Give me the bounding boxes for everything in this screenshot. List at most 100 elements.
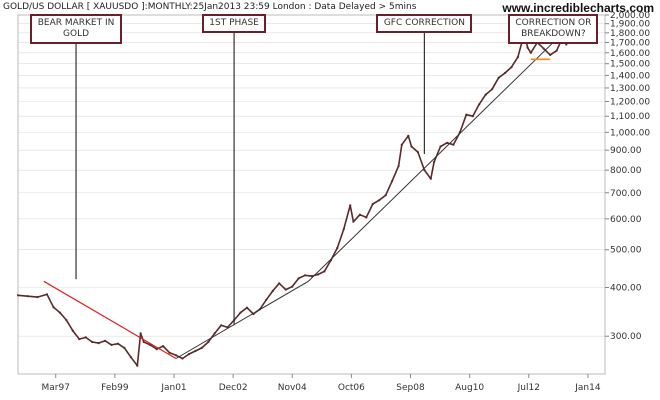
- price-point: [491, 88, 494, 91]
- price-point: [16, 294, 20, 297]
- price-point: [349, 204, 352, 207]
- x-tick-label: Jan01: [160, 383, 186, 393]
- price-point: [391, 180, 394, 183]
- site-watermark: www.incrediblecharts.com: [502, 1, 654, 15]
- price-point: [207, 340, 210, 344]
- price-point: [478, 103, 481, 106]
- price-point: [213, 332, 216, 335]
- y-tick-label: 1,700.00: [610, 39, 650, 49]
- price-point: [168, 351, 171, 354]
- price-point: [155, 348, 158, 351]
- y-tick-label: 1,300.00: [610, 84, 650, 94]
- price-point: [271, 289, 274, 292]
- price-point: [123, 346, 126, 349]
- price-point: [452, 143, 455, 146]
- price-point: [497, 76, 500, 79]
- annotation-bear-market: BEAR MARKET IN GOLD: [30, 14, 123, 44]
- y-tick-label: 1,200.00: [610, 97, 650, 107]
- price-point: [297, 277, 300, 280]
- y-tick-label: 1,800.00: [610, 29, 650, 39]
- price-point: [429, 177, 432, 180]
- y-tick-label: 900.00: [610, 146, 642, 156]
- price-point: [439, 145, 442, 148]
- x-tick-label: Oct06: [338, 383, 365, 393]
- price-point: [278, 282, 281, 285]
- price-point: [129, 356, 132, 359]
- grid-lines: [18, 14, 605, 337]
- price-point: [397, 164, 400, 168]
- price-point: [71, 329, 74, 332]
- price-point: [310, 275, 313, 278]
- price-point: [336, 246, 339, 250]
- price-point: [510, 66, 513, 69]
- x-tick-label: Nov04: [278, 383, 307, 393]
- price-point: [84, 336, 87, 339]
- price-point: [116, 342, 120, 345]
- price-point: [174, 354, 178, 357]
- price-point: [91, 340, 94, 344]
- annotation-first-phase: 1ST PHASE: [202, 14, 267, 33]
- price-point: [136, 364, 139, 367]
- price-point: [471, 115, 474, 118]
- price-point: [110, 343, 113, 346]
- price-point: [58, 311, 62, 314]
- x-tick-label: Feb99: [101, 383, 129, 393]
- long-trendline: [175, 32, 564, 359]
- price-point: [542, 47, 545, 50]
- y-tick-label: 1,600.00: [610, 49, 650, 59]
- price-point: [181, 357, 184, 360]
- price-point: [284, 288, 287, 291]
- price-point: [423, 169, 426, 172]
- price-point: [407, 134, 410, 137]
- bear-trendline: [43, 280, 177, 360]
- price-point: [400, 143, 403, 146]
- price-point: [97, 342, 100, 345]
- price-point: [555, 49, 558, 52]
- price-point: [410, 145, 413, 148]
- y-tick-label: 1,900.00: [610, 20, 650, 30]
- price-point: [220, 324, 223, 327]
- x-tick-label: Jul12: [517, 383, 540, 393]
- price-point: [378, 199, 381, 202]
- price-point: [104, 339, 107, 342]
- price-point: [200, 346, 203, 349]
- price-point: [36, 296, 39, 299]
- price-point: [384, 194, 387, 197]
- y-tick-label: 500.00: [610, 246, 642, 256]
- chart-title: GOLD/US DOLLAR [ XAUUSDO ]:MONTHLY:25Jan…: [3, 2, 417, 12]
- y-tick-label: 1,000.00: [610, 128, 650, 138]
- y-tick-label: 600.00: [610, 215, 642, 225]
- price-point: [245, 306, 249, 309]
- x-tick-label: Jan14: [574, 383, 601, 393]
- y-tick-label: 400.00: [610, 284, 642, 294]
- price-point: [371, 202, 374, 206]
- price-point: [65, 319, 68, 322]
- price-point: [526, 46, 529, 49]
- price-series-line: [17, 31, 568, 367]
- price-point: [433, 160, 436, 163]
- price-point: [187, 353, 190, 356]
- x-tick-label: Dec02: [219, 383, 248, 393]
- price-point: [445, 141, 449, 144]
- price-point: [45, 293, 49, 296]
- x-tick-label: Aug10: [455, 383, 484, 393]
- y-tick-label: 1,500.00: [610, 60, 650, 70]
- y-tick-label: 1,100.00: [610, 112, 650, 122]
- price-point: [26, 295, 29, 298]
- price-point: [516, 56, 520, 59]
- price-point: [529, 51, 532, 54]
- price-point: [139, 332, 142, 335]
- price-point: [465, 113, 468, 116]
- price-point: [549, 53, 552, 57]
- price-point: [239, 311, 242, 314]
- annotation-gfc-correction: GFC CORRECTION: [376, 14, 473, 33]
- price-point: [194, 349, 197, 353]
- price-point: [142, 340, 145, 344]
- y-tick-label: 800.00: [610, 166, 642, 176]
- price-point: [342, 227, 345, 231]
- y-tick-label: 300.00: [610, 332, 642, 342]
- price-point: [52, 306, 55, 309]
- series-layer: [16, 31, 568, 367]
- y-tick-label: 1,400.00: [610, 71, 650, 81]
